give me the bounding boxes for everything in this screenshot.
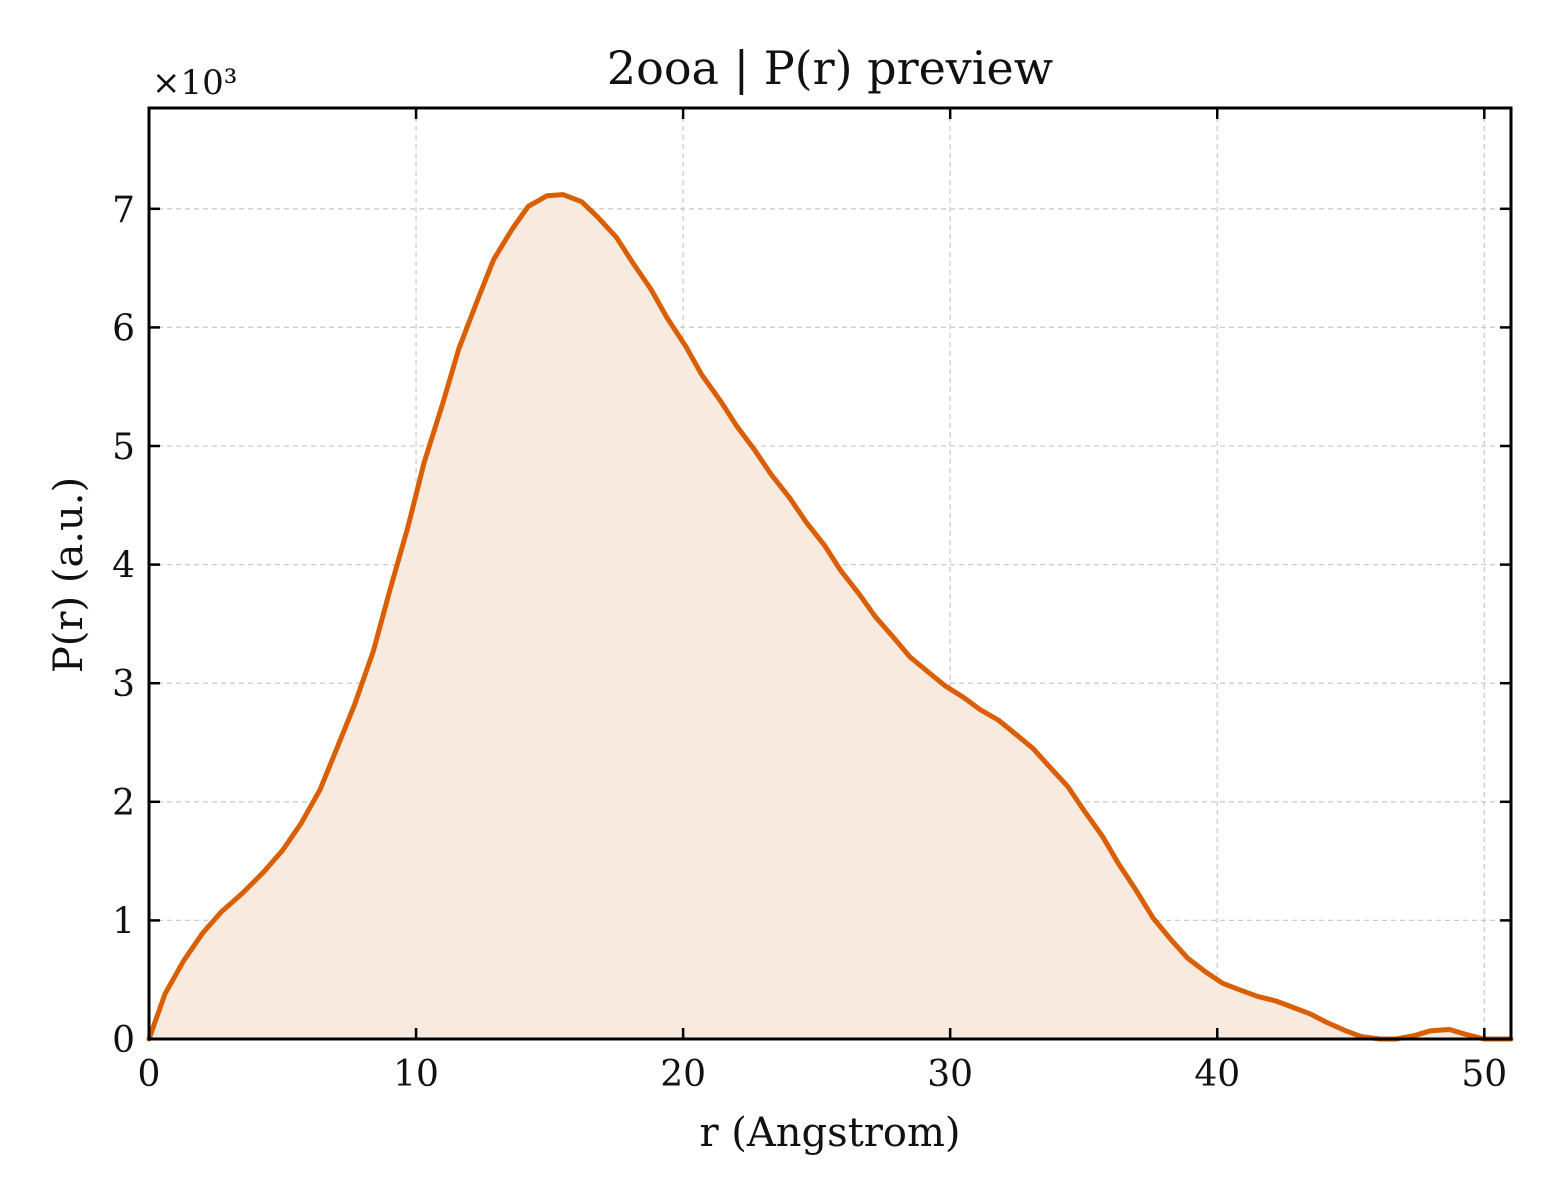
y-tick-label: 6: [112, 308, 135, 349]
area-fill: [149, 194, 1511, 1040]
tick-layer: 0 10 20 30 40 50 0 1 2 3 4 5 6 7: [112, 108, 1511, 1095]
x-tick-label: 50: [1461, 1054, 1507, 1095]
x-axis-label: r (Angstrom): [699, 1110, 960, 1156]
y-tick-label: 2: [112, 783, 135, 824]
y-multiplier-label: ×10³: [152, 63, 237, 103]
series-line: [146, 192, 1514, 1042]
y-tick-label: 7: [112, 190, 135, 231]
plot-frame: [147, 106, 1513, 1041]
x-tick-label: 10: [393, 1054, 439, 1095]
x-tick-label: 30: [927, 1054, 973, 1095]
y-tick-label: 1: [112, 901, 135, 942]
y-tick-label: 3: [112, 664, 135, 705]
y-tick-label: 4: [112, 546, 135, 587]
x-tick-label: 40: [1194, 1054, 1240, 1095]
x-tick-label: 20: [660, 1054, 706, 1095]
y-tick-label: 0: [112, 1020, 135, 1061]
x-tick-label: 0: [138, 1054, 161, 1095]
chart-title: 2ooa | P(r) preview: [607, 41, 1053, 95]
y-axis-label: P(r) (a.u.): [46, 477, 92, 673]
y-tick-label: 5: [112, 427, 135, 468]
